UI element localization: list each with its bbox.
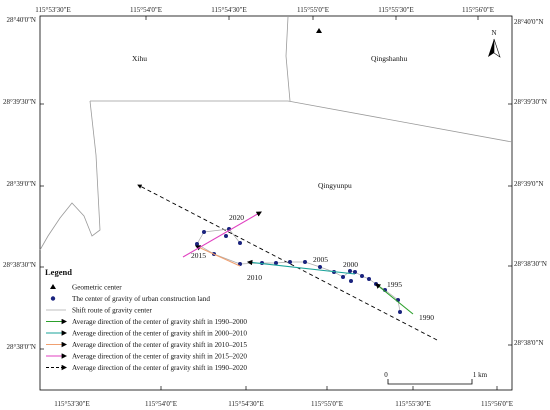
lat-label-5: 28°38'0"N [7,343,36,351]
legend-item-label: Average direction of the center of gravi… [72,330,247,338]
boundary-xihu-qingshanhu [285,16,291,102]
legend-item-label: Average direction of the center of gravi… [72,341,247,349]
gravity-point [318,265,322,269]
scale-zero-label: 0 [384,371,388,379]
scale-bar: 0 1 km [384,371,488,385]
lat-label-right-4: 28°38'30"N [514,260,547,268]
boundary-north-qingyunpu [90,100,513,143]
lat-label-2: 28°39'30"N [3,98,36,106]
year-label-2000: 2000 [343,260,358,269]
legend-item-label: Average direction of the center of gravi… [72,364,247,372]
left-latitude-labels: 28°40'0"N 28°39'30"N 28°39'0"N 28°38'30"… [3,16,36,351]
scale-end-label: 1 km [473,371,488,379]
gravity-point [238,241,242,245]
legend-item: Average direction of the center of gravi… [46,364,247,372]
gravity-point [348,269,352,273]
gravity-point [367,277,371,281]
district-qingyunpu: Qingyunpu [318,181,352,190]
lon-label-2: 115°54'0"E [130,6,162,14]
lon-label-3: 115°54'30"E [211,6,246,14]
year-label-2020: 2020 [229,213,244,222]
lon-label-bottom-3: 115°54'30"E [228,400,263,408]
lon-label-1: 115°53'30"E [35,6,70,14]
district-xihu: Xihu [132,54,147,63]
gravity-point [341,275,345,279]
geometric-center-marker [316,28,322,33]
gravity-point [398,310,402,314]
lon-label-bottom-5: 115°55'30"E [395,400,430,408]
legend-item: Shift route of gravity center [46,307,152,315]
legend-dot-symbol [50,296,56,301]
right-latitude-labels: 28°40'0"N 28°39'30"N 28°39'0"N 28°38'30"… [514,18,547,347]
legend-item: Geometric center [50,284,122,292]
gravity-point [224,234,228,238]
lon-label-bottom-6: 115°56'0"E [481,400,513,408]
average-direction-2015-2020 [182,211,262,258]
lon-label-5: 115°55'30"E [378,6,413,14]
average-direction-1990-2000 [375,283,414,315]
top-longitude-labels: 115°53'30"E 115°54'0"E 115°54'30"E 115°5… [35,6,494,14]
svg-text:N: N [491,29,496,37]
lat-label-right-1: 28°40'0"N [514,18,543,26]
lat-label-right-5: 28°38'0"N [514,339,543,347]
district-boundaries [39,16,513,251]
lon-label-6: 115°56'0"E [462,6,494,14]
lon-label-bottom-4: 115°55'0"E [311,400,343,408]
legend-item-label: Shift route of gravity center [72,307,152,315]
year-label-2010: 2010 [247,273,262,282]
gravity-point [349,279,353,283]
legend-title: Legend [45,267,72,277]
year-label-1995: 1995 [387,280,402,289]
lat-label-4: 28°38'30"N [3,261,36,269]
gravity-point [360,274,364,278]
average-direction-2000-2010 [246,259,356,275]
legend-triangle-symbol [50,284,56,289]
lat-label-right-3: 28°39'0"N [514,180,543,188]
lon-label-bottom-1: 115°53'30"E [54,400,89,408]
legend-item: Average direction of the center of gravi… [46,330,247,338]
legend-item: Average direction of the center of gravi… [46,353,247,361]
legend-item-label: The center of gravity of urban construct… [72,295,210,303]
legend-item-label: Average direction of the center of gravi… [72,353,247,361]
boundary-west [39,100,101,251]
average-direction-2010-2015 [194,245,241,267]
gravity-point [274,261,278,265]
year-label-2005: 2005 [313,255,328,264]
gravity-point [288,260,292,264]
bottom-longitude-labels: 115°53'30"E 115°54'0"E 115°54'30"E 115°5… [54,400,513,408]
lat-label-1: 28°40'0"N [7,16,36,24]
map-frame [39,15,513,391]
north-arrow: N [488,29,501,58]
legend-item: Average direction of the center of gravi… [46,341,247,349]
gravity-point [202,230,206,234]
lat-label-right-2: 28°39'30"N [514,98,547,106]
year-label-2015: 2015 [191,251,206,260]
district-qingshanhu: Qingshanhu [371,54,407,63]
lat-label-3: 28°39'0"N [7,180,36,188]
legend-item-label: Average direction of the center of gravi… [72,318,247,326]
lon-label-4: 115°55'0"E [297,6,329,14]
year-label-1990: 1990 [419,313,434,322]
gravity-point [353,270,357,274]
legend-item: The center of gravity of urban construct… [50,295,210,303]
frame-ticks [40,16,512,390]
legend-item: Average direction of the center of gravi… [46,318,247,326]
legend-item-label: Geometric center [72,284,122,292]
legend: Legend Geometric center The center of gra… [45,267,247,372]
lon-label-bottom-2: 115°54'0"E [145,400,177,408]
gravity-point [195,242,199,246]
gravity-point [303,260,307,264]
